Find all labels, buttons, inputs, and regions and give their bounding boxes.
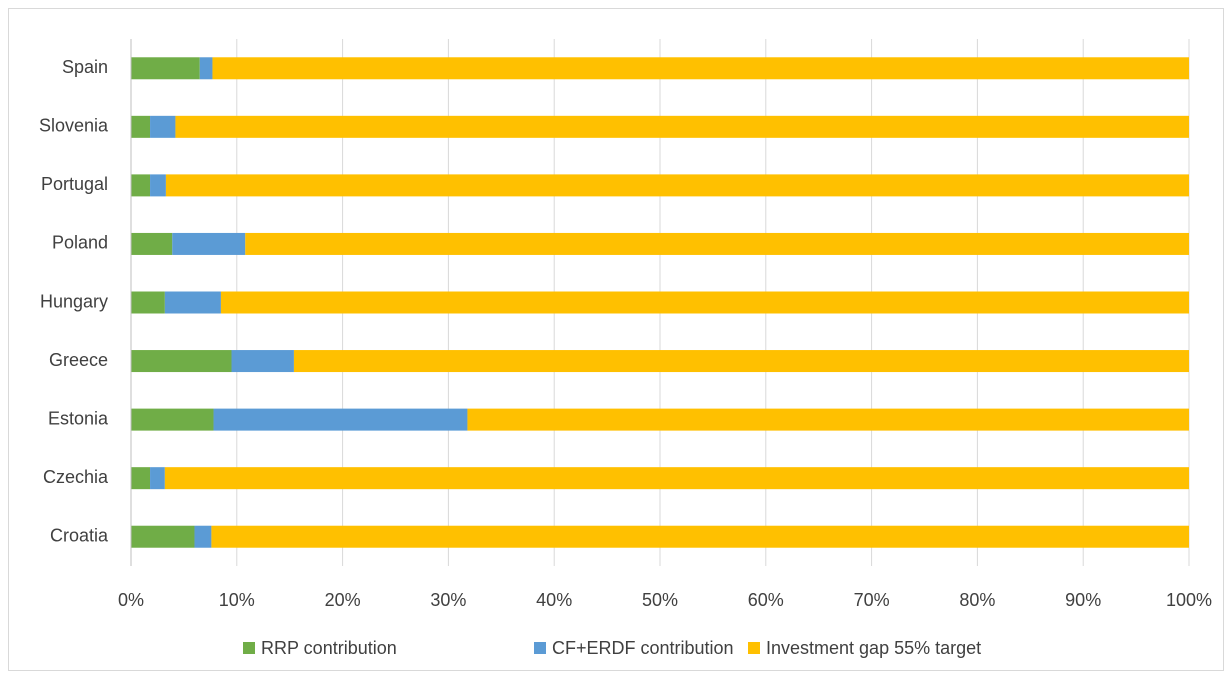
legend-swatch [534,642,546,654]
y-tick-label: Greece [49,350,108,370]
bar-segment [194,525,212,548]
bar-segment [131,408,214,431]
x-tick-label: 80% [959,590,995,610]
y-tick-label: Portugal [41,174,108,194]
x-tick-label: 30% [430,590,466,610]
y-tick-label: Hungary [40,291,108,311]
legend-label: CF+ERDF contribution [552,638,734,658]
bar-segment [131,57,200,80]
y-tick-label: Slovenia [39,116,109,136]
x-tick-label: 90% [1065,590,1101,610]
y-tick-label: Croatia [50,525,109,545]
bar-segment [175,115,1189,138]
bar-segment [231,350,294,373]
bar-segment [213,408,468,431]
x-tick-label: 10% [219,590,255,610]
y-tick-label: Estonia [48,408,109,428]
y-tick-label: Spain [62,57,108,77]
x-tick-label: 40% [536,590,572,610]
x-tick-label: 20% [325,590,361,610]
bar-segment [150,467,165,490]
bar-segment [220,291,1189,314]
bar-segment [131,350,232,373]
y-tick-label: Czechia [43,467,109,487]
y-tick-label: Poland [52,233,108,253]
bar-segment [150,115,176,138]
bar-segment [293,350,1189,373]
bar-segment [150,174,166,197]
chart-frame [8,8,1224,671]
x-tick-label: 60% [748,590,784,610]
bar-segment [131,291,165,314]
bar-segment [131,115,151,138]
bar-segment [165,174,1189,197]
bar-segment [131,174,151,197]
x-tick-label: 70% [854,590,890,610]
bar-segment [467,408,1190,431]
bar-segment [164,291,221,314]
x-tick-label: 0% [118,590,144,610]
bar-segment [212,57,1189,80]
legend-swatch [243,642,255,654]
x-tick-label: 100% [1166,590,1212,610]
bar-segment [199,57,213,80]
bar-segment [164,467,1190,490]
bar-segment [131,232,173,255]
legend-swatch [748,642,760,654]
bar-segment [131,467,151,490]
bar-segment [172,232,246,255]
bar-segment [131,525,195,548]
x-tick-label: 50% [642,590,678,610]
legend-label: Investment gap 55% target [766,638,981,658]
legend-label: RRP contribution [261,638,397,658]
bar-segment [245,232,1189,255]
bar-segment [211,525,1189,548]
